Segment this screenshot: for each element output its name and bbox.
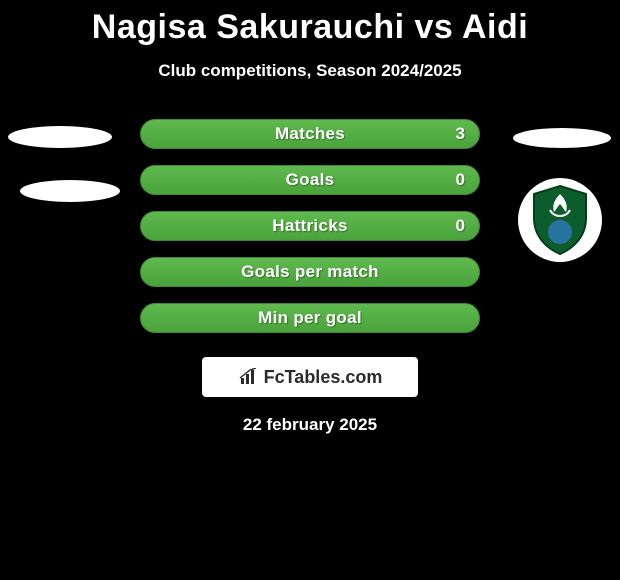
page-subtitle: Club competitions, Season 2024/2025 [0,61,620,81]
stat-label: Matches [275,124,345,144]
stat-row-goals: Goals 0 [140,165,480,195]
stat-label: Goals per match [241,262,379,282]
date-text: 22 february 2025 [0,415,620,435]
chart-icon [238,368,260,386]
stat-value: 0 [456,170,465,190]
brand-text: FcTables.com [264,367,383,388]
stat-row-goals-per-match: Goals per match [140,257,480,287]
stat-row-hattricks: Hattricks 0 [140,211,480,241]
stat-label: Goals [286,170,335,190]
stat-value: 3 [456,124,465,144]
page-title: Nagisa Sakurauchi vs Aidi [0,8,620,47]
stat-row-matches: Matches 3 [140,119,480,149]
stats-list: Matches 3 Goals 0 Hattricks 0 Goals per … [0,119,620,333]
stat-label: Hattricks [272,216,347,236]
brand-box[interactable]: FcTables.com [202,357,418,397]
stat-value: 0 [456,216,465,236]
stat-row-min-per-goal: Min per goal [140,303,480,333]
stat-label: Min per goal [258,308,362,328]
comparison-card: Nagisa Sakurauchi vs Aidi Club competiti… [0,0,620,435]
